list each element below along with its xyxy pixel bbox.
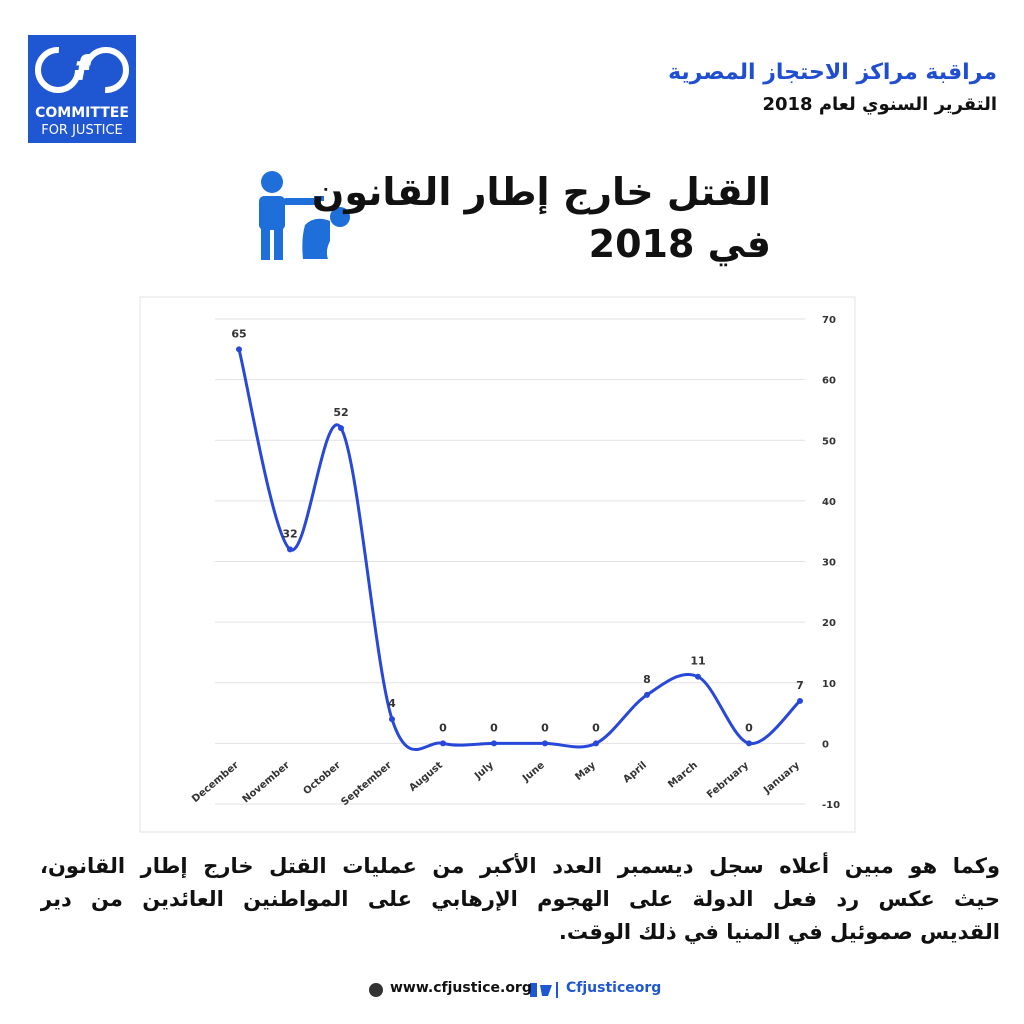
paragraph-line: وكما هو مبين أعلاه سجل ديسمبر العدد الأك… — [40, 854, 1000, 878]
chart-frame — [139, 296, 856, 833]
logo-mark — [35, 47, 81, 93]
y-tick-label: 40 — [822, 497, 836, 508]
y-tick-label: 30 — [822, 558, 836, 569]
icon — [259, 171, 350, 260]
y-tick-label: 70 — [822, 315, 836, 326]
data-label: 11 — [690, 655, 705, 668]
data-label: 32 — [282, 527, 297, 540]
data-label: 0 — [490, 721, 498, 734]
point — [644, 691, 650, 698]
heading: في 2018 — [588, 222, 771, 266]
y-tick-label: 20 — [822, 618, 836, 629]
website: www.cfjustice.org — [390, 980, 532, 996]
y-tick-label: 50 — [822, 436, 836, 447]
logo-mark — [83, 47, 129, 93]
data-label: 8 — [643, 673, 651, 686]
point — [593, 740, 599, 747]
point — [695, 673, 701, 680]
data-label: 0 — [592, 721, 600, 734]
point — [440, 740, 446, 747]
y-tick-label: -10 — [822, 800, 840, 811]
header-subtitle: التقرير السنوي لعام 2018 — [762, 94, 997, 115]
paragraph-line: حيث عكس رد فعل الدولة على الهجوم الإرهاب… — [40, 887, 1000, 911]
point — [236, 346, 242, 353]
y-tick-label: 0 — [822, 739, 829, 750]
footer-icons — [369, 982, 558, 998]
data-label: 65 — [231, 327, 246, 340]
data-label: 0 — [541, 721, 549, 734]
data-label: 0 — [745, 721, 753, 734]
point — [389, 716, 395, 723]
header-title: مراقبة مراكز الاحتجاز المصرية — [668, 60, 997, 85]
heading: القتل خارج إطار القانون — [311, 170, 771, 214]
point — [338, 425, 344, 432]
y-tick-label: 60 — [822, 376, 836, 387]
data-label: 0 — [439, 721, 447, 734]
point — [287, 546, 293, 553]
data-label: 52 — [333, 406, 348, 419]
paragraph: وكما هو مبين أعلاه سجل ديسمبر العدد الأك… — [40, 850, 1000, 949]
point — [797, 697, 803, 704]
logo-text: COMMITTEE — [35, 105, 129, 121]
point — [746, 740, 752, 747]
point — [491, 740, 497, 747]
paragraph-line: القديس صموئيل في المنيا في ذلك الوقت. — [558, 920, 1000, 944]
point — [542, 740, 548, 747]
logo-mark: f — [75, 49, 94, 89]
y-tick-label: 10 — [822, 679, 836, 690]
data-label: 7 — [796, 679, 804, 692]
logo-text: FOR JUSTICE — [41, 123, 123, 138]
handle: Cfjusticeorg — [566, 980, 662, 996]
data-label: 4 — [388, 697, 396, 710]
